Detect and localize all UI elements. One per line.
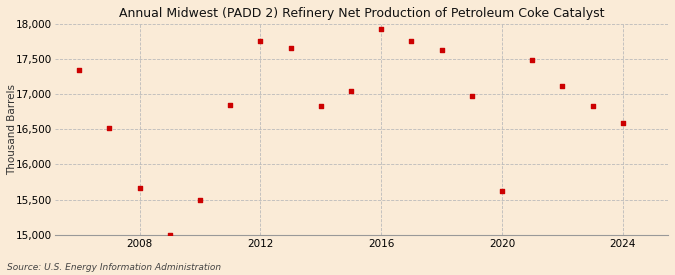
Point xyxy=(618,121,628,125)
Point xyxy=(315,104,326,108)
Point xyxy=(526,58,537,63)
Point xyxy=(286,46,296,51)
Point xyxy=(497,189,508,193)
Point xyxy=(346,89,356,94)
Point xyxy=(165,232,176,237)
Point xyxy=(406,39,417,43)
Point xyxy=(557,84,568,88)
Point xyxy=(255,39,266,44)
Point xyxy=(104,126,115,130)
Point xyxy=(436,48,447,52)
Y-axis label: Thousand Barrels: Thousand Barrels xyxy=(7,84,17,175)
Point xyxy=(134,186,145,191)
Point xyxy=(587,104,598,108)
Point xyxy=(466,94,477,98)
Text: Source: U.S. Energy Information Administration: Source: U.S. Energy Information Administ… xyxy=(7,263,221,272)
Title: Annual Midwest (PADD 2) Refinery Net Production of Petroleum Coke Catalyst: Annual Midwest (PADD 2) Refinery Net Pro… xyxy=(119,7,604,20)
Point xyxy=(194,197,205,202)
Point xyxy=(225,103,236,107)
Point xyxy=(376,27,387,31)
Point xyxy=(74,67,84,72)
